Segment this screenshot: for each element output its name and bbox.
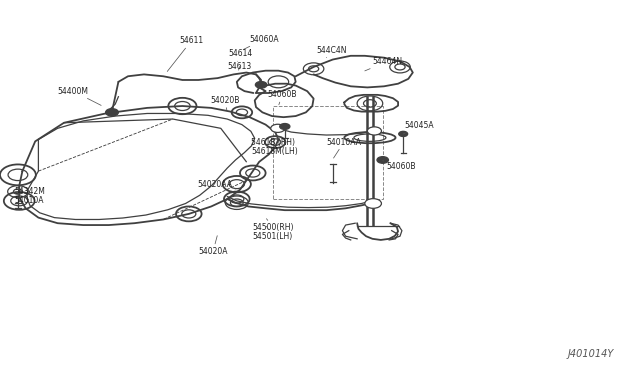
Text: 5461B (RH): 5461B (RH) xyxy=(251,138,295,147)
Text: 54060B: 54060B xyxy=(268,90,297,105)
Text: J401014Y: J401014Y xyxy=(568,349,614,359)
Text: 54060A: 54060A xyxy=(243,35,279,49)
Text: 54342M: 54342M xyxy=(14,187,45,196)
Text: 54611: 54611 xyxy=(167,36,204,71)
Text: 54614: 54614 xyxy=(228,49,253,61)
Text: 54010AA: 54010AA xyxy=(326,138,362,158)
Bar xyxy=(273,106,383,199)
Text: 54613: 54613 xyxy=(228,62,252,71)
Text: 54060B: 54060B xyxy=(383,161,416,171)
Text: 54400M: 54400M xyxy=(58,87,101,105)
Text: 54618M(LH): 54618M(LH) xyxy=(251,147,298,155)
Text: 54020A: 54020A xyxy=(198,236,228,256)
Text: 54501(LH): 54501(LH) xyxy=(253,226,293,241)
Circle shape xyxy=(271,124,285,132)
Text: 54010A: 54010A xyxy=(14,196,44,205)
Text: 54020AA: 54020AA xyxy=(197,180,236,189)
Text: 544C4N: 544C4N xyxy=(317,46,348,58)
Circle shape xyxy=(377,157,388,163)
Text: 54500(RH): 54500(RH) xyxy=(253,219,294,232)
Text: 54020B: 54020B xyxy=(210,96,239,110)
Circle shape xyxy=(399,131,408,137)
Circle shape xyxy=(367,127,381,135)
Circle shape xyxy=(365,199,381,208)
Text: 54045A: 54045A xyxy=(403,121,434,134)
Circle shape xyxy=(255,81,267,88)
Text: 54464N: 54464N xyxy=(365,57,403,71)
Circle shape xyxy=(106,109,118,116)
Circle shape xyxy=(280,124,290,129)
